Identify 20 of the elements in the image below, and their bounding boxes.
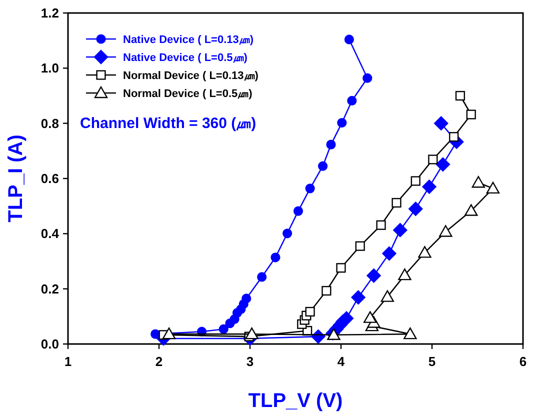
annotation: Channel Width = 360 (㎛) [80, 115, 256, 132]
x-tick-label: 6 [519, 354, 527, 369]
x-tick-label: 1 [64, 354, 72, 369]
x-tick-label: 5 [428, 354, 436, 369]
legend-label: Normal Device ( L=0.13㎛) [123, 70, 259, 82]
x-tick-label: 4 [337, 354, 346, 369]
y-tick-label: 0.8 [40, 116, 59, 131]
y-tick-label: 0.4 [40, 226, 60, 242]
legend-label: Native Device ( L=0.13㎛) [123, 34, 254, 46]
x-tick-label: 2 [155, 354, 163, 369]
legend-label: Native Device ( L=0.5㎛) [123, 52, 248, 64]
y-tick-label: 0.0 [40, 336, 59, 352]
y-tick-label: 0.6 [40, 171, 59, 186]
y-tick-label: 1.2 [40, 6, 59, 21]
y-tick-label: 0.2 [40, 281, 59, 296]
legend-label: Normal Device ( L=0.5㎛) [123, 88, 253, 100]
y-axis-title: TLP_I (A) [5, 134, 27, 222]
x-axis-title: TLP_V (V) [248, 390, 343, 412]
y-tick-label: 1.0 [40, 60, 59, 76]
x-tick-label: 3 [246, 354, 254, 369]
